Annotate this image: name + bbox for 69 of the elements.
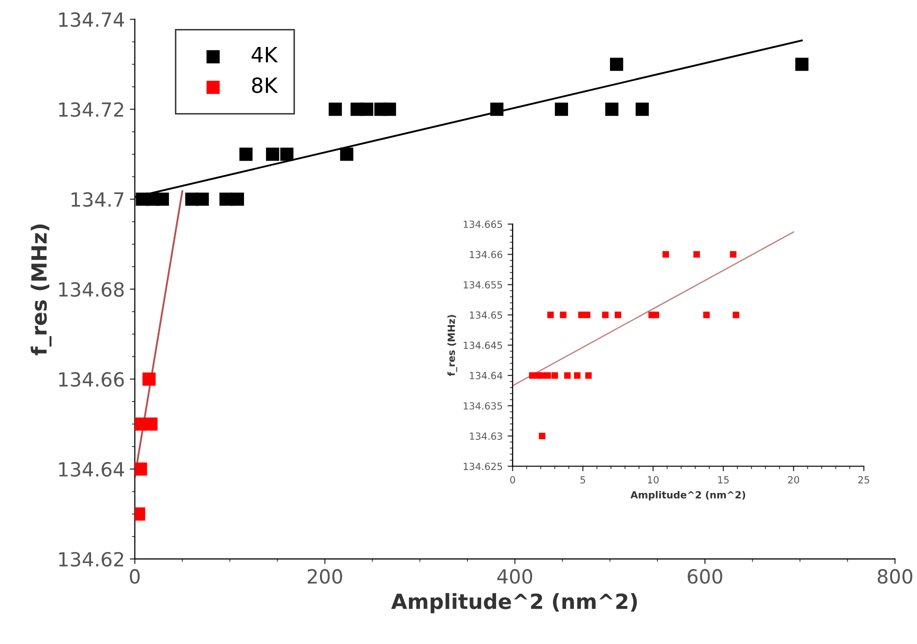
x-axis-title: Amplitude^2 (nm^2)	[630, 490, 746, 500]
point	[239, 148, 253, 161]
y-axis-title: f_res (MHz)	[447, 315, 458, 376]
point	[614, 312, 622, 318]
point	[560, 312, 566, 318]
point	[602, 312, 609, 318]
y-tick-label: 134.66	[470, 250, 502, 258]
y-tick-label: 134.645	[464, 342, 502, 350]
y-tick-label: 134.63	[470, 432, 502, 440]
y-tick-label: 134.625	[464, 462, 502, 470]
y-tick-label: 134.65	[470, 311, 502, 319]
x-axis-title: Amplitude^2 (nm^2)	[391, 593, 637, 614]
point	[544, 372, 551, 379]
x-tick-label: 15	[718, 476, 729, 484]
y-tick-label: 134.72	[59, 102, 124, 117]
y-tick-label: 134.64	[470, 372, 502, 380]
point	[662, 251, 669, 258]
x-tick-label: 25	[858, 476, 870, 484]
legend-label: 8K	[252, 77, 278, 94]
point	[652, 312, 660, 318]
point	[547, 312, 554, 318]
point	[732, 312, 740, 318]
x-tick-label: 800	[878, 569, 912, 584]
point	[538, 432, 546, 440]
point	[382, 102, 396, 116]
y-tick-label: 134.665	[464, 220, 502, 228]
x-tick-label: 600	[688, 569, 722, 584]
x-tick-label: 5	[580, 476, 586, 484]
y-tick-label: 134.66	[59, 372, 124, 387]
x-tick-label: 10	[648, 476, 659, 484]
y-tick-label: 134.635	[464, 402, 502, 410]
y-tick-label: 134.64	[59, 462, 124, 477]
point	[360, 102, 374, 116]
x-tick-label: 400	[497, 569, 532, 584]
point	[328, 102, 342, 116]
point	[134, 462, 148, 476]
y-tick-label: 134.68	[59, 282, 124, 297]
point	[610, 58, 624, 71]
x-tick-label: 0	[510, 476, 516, 484]
y-tick-label: 134.62	[59, 552, 124, 567]
y-tick-label: 134.655	[464, 281, 502, 288]
point	[490, 102, 504, 116]
point	[142, 372, 156, 386]
point	[730, 251, 736, 258]
y-axis-title: f_res (MHz)	[30, 224, 52, 356]
point	[230, 192, 244, 206]
point	[156, 192, 169, 206]
y-tick-label: 134.7	[72, 192, 124, 207]
point	[795, 58, 808, 71]
x-tick-label: 0	[130, 569, 140, 584]
point	[144, 417, 158, 431]
point	[703, 312, 710, 318]
point	[564, 372, 571, 379]
x-tick-label: 200	[308, 569, 342, 584]
point	[196, 192, 209, 206]
point	[266, 148, 280, 161]
point	[340, 148, 354, 161]
x-tick-label: 20	[788, 476, 800, 484]
y-tick-label: 134.74	[59, 12, 124, 27]
point	[574, 372, 580, 379]
point	[280, 148, 294, 161]
point	[554, 102, 568, 116]
point	[605, 102, 618, 116]
point	[636, 102, 649, 116]
legend-label: 4K	[252, 47, 278, 62]
point	[551, 372, 558, 379]
point	[584, 312, 590, 318]
point	[585, 372, 592, 379]
point	[693, 251, 700, 258]
